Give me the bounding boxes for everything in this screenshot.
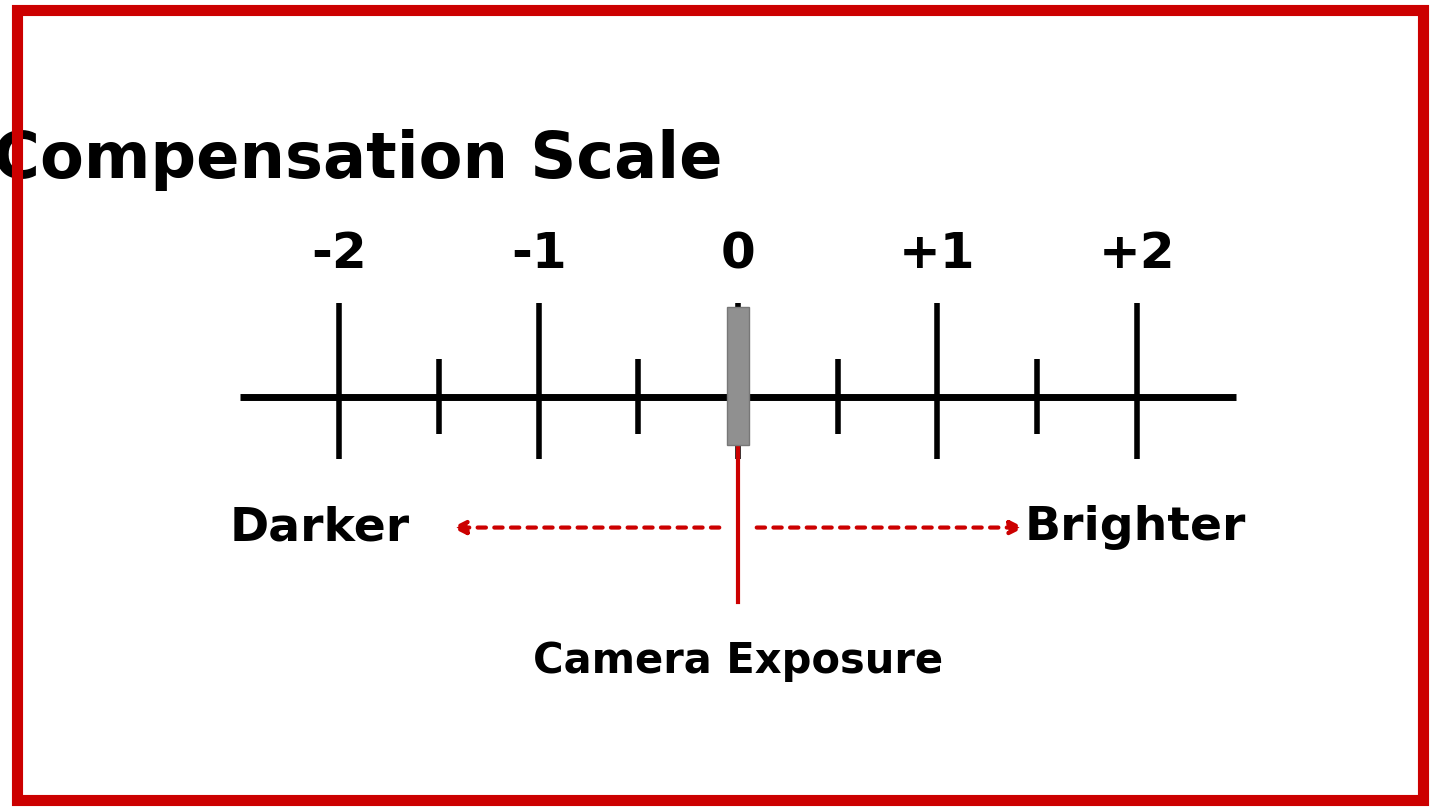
Text: Darker: Darker [230,505,410,550]
Text: Camera Exposure: Camera Exposure [533,640,943,682]
Text: 0: 0 [720,230,756,278]
Text: +2: +2 [1099,230,1175,278]
Text: +1: +1 [899,230,975,278]
Text: Brighter: Brighter [1025,505,1246,550]
Text: -1: -1 [511,230,566,278]
Text: Exposure Compensation Scale: Exposure Compensation Scale [0,129,723,190]
Text: -2: -2 [311,230,367,278]
Bar [727,307,749,445]
